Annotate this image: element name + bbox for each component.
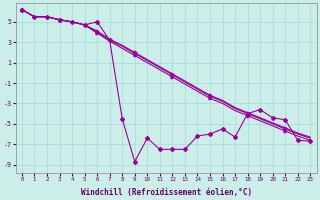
- X-axis label: Windchill (Refroidissement éolien,°C): Windchill (Refroidissement éolien,°C): [81, 188, 252, 197]
